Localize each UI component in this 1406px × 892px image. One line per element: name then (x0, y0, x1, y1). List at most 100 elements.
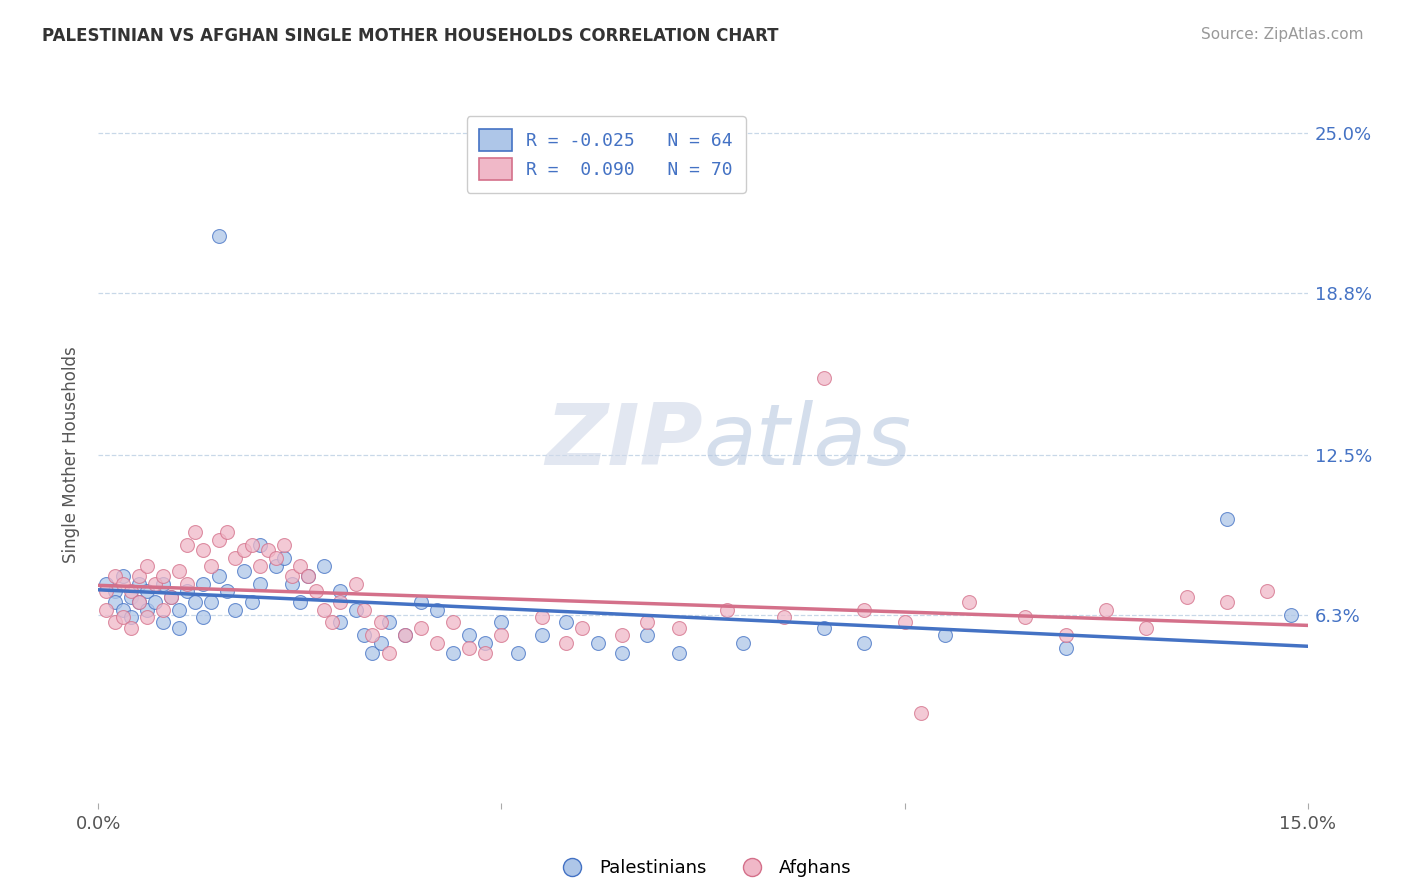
Point (135, 610, 157, 624)
Point (474, 646, 496, 660)
Point (314, 602, 336, 616)
Point (111, 602, 134, 616)
Point (1014, 610, 1036, 624)
Point (111, 610, 134, 624)
Point (668, 646, 690, 660)
Point (200, 595, 222, 609)
Point (344, 602, 367, 616)
Point (176, 538, 198, 552)
Point (135, 602, 157, 616)
Point (409, 595, 432, 609)
Point (636, 628, 658, 642)
Point (813, 370, 835, 384)
Point (474, 636, 496, 650)
Point (458, 628, 481, 642)
Point (353, 628, 375, 642)
Point (441, 615, 464, 630)
Point (329, 584, 352, 599)
Point (135, 584, 157, 599)
Point (240, 595, 263, 609)
Point (152, 569, 174, 583)
Point (217, 584, 239, 599)
Point (208, 228, 231, 243)
Point (135, 558, 157, 573)
Point (152, 615, 174, 630)
Point (344, 576, 367, 591)
Point (167, 602, 190, 616)
Point (103, 584, 125, 599)
Point (353, 602, 375, 616)
Point (143, 576, 166, 591)
Point (636, 615, 658, 630)
Point (772, 610, 794, 624)
Point (184, 525, 207, 540)
Point (128, 576, 150, 591)
Point (305, 584, 328, 599)
Point (491, 628, 513, 642)
Point (217, 525, 239, 540)
Point (96, 584, 118, 599)
Point (530, 610, 553, 624)
Text: ZIP: ZIP (546, 400, 703, 483)
Point (1095, 602, 1118, 616)
Point (612, 628, 634, 642)
Point (208, 533, 231, 547)
Point (249, 538, 271, 552)
Point (193, 610, 215, 624)
Point (167, 564, 190, 578)
Point (329, 615, 352, 630)
Point (394, 628, 416, 642)
Point (200, 558, 222, 573)
Point (733, 636, 755, 650)
Point (120, 590, 142, 604)
Point (96, 602, 118, 616)
Point (555, 636, 578, 650)
Point (224, 551, 246, 566)
Point (281, 569, 304, 583)
Point (426, 602, 449, 616)
Point (103, 615, 125, 630)
Point (281, 576, 304, 591)
Point (128, 595, 150, 609)
Point (458, 641, 481, 656)
Point (370, 636, 392, 650)
Point (361, 628, 384, 642)
Point (1216, 512, 1239, 526)
Point (1256, 584, 1278, 599)
Point (441, 646, 464, 660)
Point (184, 595, 207, 609)
Point (152, 576, 174, 591)
Point (370, 615, 392, 630)
Point (1054, 628, 1077, 642)
Text: Source: ZipAtlas.com: Source: ZipAtlas.com (1201, 27, 1364, 42)
Point (321, 615, 343, 630)
Point (394, 628, 416, 642)
Point (143, 595, 166, 609)
Point (264, 558, 287, 573)
Point (111, 576, 134, 591)
Text: atlas: atlas (703, 400, 911, 483)
Point (297, 569, 319, 583)
Point (232, 564, 254, 578)
Point (314, 558, 336, 573)
Point (111, 569, 134, 583)
Point (249, 558, 271, 573)
Point (232, 543, 254, 558)
Point (377, 646, 399, 660)
Point (377, 615, 399, 630)
Point (813, 621, 835, 635)
Point (426, 636, 449, 650)
Point (361, 646, 384, 660)
Point (586, 636, 609, 650)
Point (224, 602, 246, 616)
Legend: Palestinians, Afghans: Palestinians, Afghans (547, 852, 859, 884)
Point (530, 628, 553, 642)
Point (288, 558, 311, 573)
Point (160, 590, 183, 604)
Point (167, 621, 190, 635)
Point (256, 543, 278, 558)
Point (120, 584, 142, 599)
Point (853, 602, 876, 616)
Point (1135, 621, 1157, 635)
Point (571, 621, 593, 635)
